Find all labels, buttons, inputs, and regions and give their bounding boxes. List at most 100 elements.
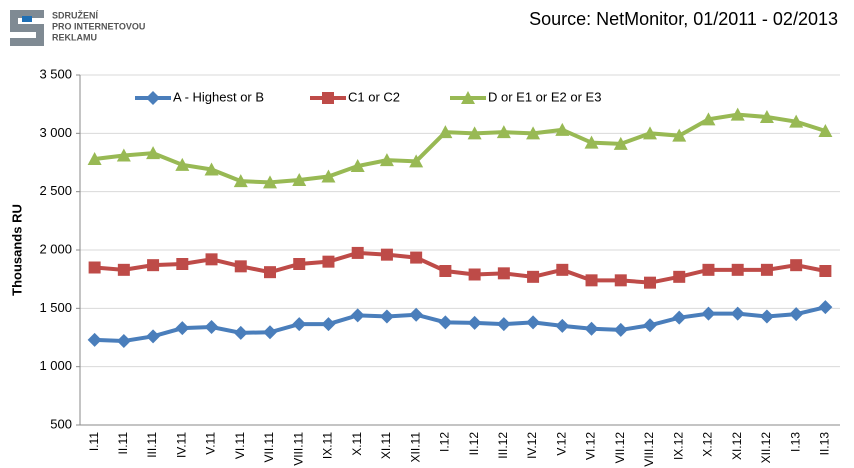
- x-tick-label: X.11: [350, 432, 364, 456]
- x-tick-label: III.11: [145, 432, 159, 458]
- y-tick-label: 1 500: [39, 300, 72, 315]
- logo-text: REKLAMU: [52, 32, 97, 42]
- point-marker: [205, 253, 218, 266]
- point-marker: [439, 265, 452, 277]
- x-tick-label: IV.11: [174, 432, 188, 458]
- point-marker: [88, 261, 101, 274]
- point-marker: [730, 306, 745, 321]
- point-marker: [789, 114, 804, 128]
- point-marker: [468, 268, 481, 281]
- y-axis-label: Thousands RU: [9, 204, 24, 296]
- point-marker: [438, 125, 453, 139]
- x-tick-label: XII.12: [759, 432, 773, 464]
- x-tick-label: V.11: [204, 432, 218, 455]
- point-marker: [643, 318, 657, 333]
- point-marker: [87, 152, 102, 165]
- series-line: [94, 250, 826, 285]
- x-tick-label: XI.11: [379, 432, 393, 459]
- x-tick-label: IX.11: [321, 432, 335, 459]
- y-tick-label: 500: [50, 416, 72, 431]
- chart-title: Source: NetMonitor, 01/2011 - 02/2013: [529, 9, 838, 29]
- point-marker: [234, 260, 247, 273]
- point-marker: [293, 258, 306, 270]
- point-marker: [467, 126, 482, 140]
- point-marker: [556, 263, 569, 276]
- point-marker: [321, 317, 336, 332]
- point-marker: [759, 309, 774, 324]
- x-tick-label: IV.12: [525, 432, 539, 459]
- legend-label: A - Highest or B: [173, 89, 264, 104]
- point-marker: [819, 265, 832, 277]
- legend-label: C1 or C2: [348, 89, 400, 104]
- legend-marker: [461, 91, 475, 104]
- point-marker: [496, 125, 511, 139]
- point-marker: [614, 274, 627, 287]
- point-marker: [292, 173, 307, 186]
- point-marker: [87, 332, 102, 347]
- point-marker: [526, 126, 541, 140]
- point-marker: [672, 128, 687, 142]
- point-marker: [672, 310, 687, 325]
- point-marker: [175, 157, 190, 171]
- point-marker: [147, 259, 160, 272]
- point-marker: [555, 122, 570, 136]
- point-marker: [233, 174, 248, 188]
- point-marker: [322, 255, 335, 268]
- point-marker: [644, 276, 656, 289]
- point-marker: [263, 325, 277, 340]
- point-marker: [379, 309, 394, 324]
- point-marker: [321, 169, 336, 183]
- point-marker: [351, 246, 364, 259]
- logo-icon: [10, 10, 44, 46]
- point-marker: [350, 159, 365, 172]
- point-marker: [818, 124, 833, 137]
- point-marker: [350, 308, 365, 323]
- point-marker: [701, 306, 716, 321]
- point-marker: [176, 258, 189, 270]
- point-marker: [818, 300, 833, 315]
- y-tick-label: 3 500: [39, 66, 72, 81]
- x-tick-label: VI.11: [233, 432, 247, 459]
- point-marker: [613, 322, 628, 337]
- x-tick-label: XII.11: [408, 432, 422, 463]
- x-tick-label: I.11: [87, 432, 101, 451]
- point-marker: [643, 126, 657, 140]
- x-tick-label: VIII.11: [291, 432, 305, 466]
- x-tick-label: VII.11: [262, 432, 276, 463]
- logo-text: PRO INTERNETOVOU: [52, 21, 145, 31]
- point-marker: [760, 263, 773, 276]
- point-marker: [146, 329, 161, 344]
- point-marker: [175, 321, 190, 336]
- point-marker: [730, 107, 745, 121]
- point-marker: [204, 320, 219, 334]
- y-tick-label: 2 500: [39, 183, 72, 198]
- legend-label: D or E1 or E2 or E3: [488, 89, 601, 104]
- point-marker: [409, 154, 424, 168]
- x-tick-label: X.12: [701, 432, 715, 457]
- point-marker: [438, 315, 453, 330]
- point-marker: [116, 334, 131, 348]
- point-marker: [613, 136, 628, 150]
- point-marker: [789, 307, 804, 322]
- x-tick-label: II.11: [116, 432, 130, 455]
- logo-text: SDRUŽENÍ: [52, 9, 99, 20]
- point-marker: [526, 315, 541, 330]
- x-tick-label: IX.12: [671, 432, 685, 460]
- point-marker: [146, 146, 161, 160]
- point-marker: [409, 307, 424, 322]
- point-marker: [584, 135, 599, 149]
- point-marker: [116, 148, 131, 162]
- x-tick-label: VI.12: [584, 432, 598, 460]
- y-tick-label: 2 000: [39, 241, 72, 256]
- series-line: [94, 112, 826, 185]
- y-tick-label: 1 000: [39, 358, 72, 373]
- point-marker: [117, 263, 130, 276]
- x-tick-label: VIII.12: [642, 432, 656, 467]
- x-tick-label: XI.12: [730, 432, 744, 460]
- x-tick-label: V.12: [554, 432, 568, 456]
- x-tick-label: I.12: [438, 432, 452, 452]
- x-tick-label: I.13: [788, 432, 802, 452]
- point-marker: [790, 259, 803, 272]
- point-marker: [731, 263, 744, 276]
